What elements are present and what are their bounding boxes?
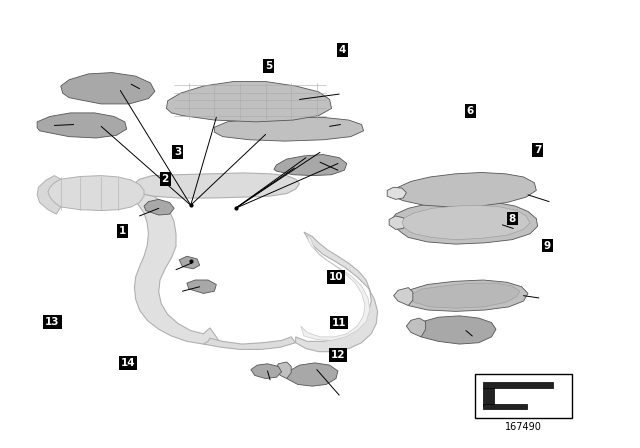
Polygon shape [402,280,528,311]
Text: 6: 6 [467,106,474,116]
Polygon shape [144,199,174,215]
Bar [475,374,572,418]
Polygon shape [166,82,332,122]
Polygon shape [37,176,61,214]
Polygon shape [394,172,536,207]
Text: 8: 8 [508,214,516,224]
Text: 4: 4 [339,45,346,55]
Text: 14: 14 [121,358,135,368]
Polygon shape [408,283,520,308]
Polygon shape [128,194,221,344]
Polygon shape [483,382,553,388]
Polygon shape [134,173,300,198]
Polygon shape [301,234,370,340]
Text: 7: 7 [534,145,541,155]
Text: 2: 2 [161,174,169,184]
Text: 13: 13 [45,317,60,327]
Text: 5: 5 [265,61,273,71]
Polygon shape [483,404,527,409]
Text: 11: 11 [332,318,346,327]
Polygon shape [392,201,538,244]
Polygon shape [406,318,426,337]
Polygon shape [274,155,347,176]
Polygon shape [214,117,364,141]
Polygon shape [416,316,496,344]
Polygon shape [37,113,127,138]
Polygon shape [61,73,155,104]
Polygon shape [287,363,338,386]
Polygon shape [402,205,530,240]
Polygon shape [296,232,378,352]
Text: 3: 3 [174,147,182,157]
Polygon shape [483,388,494,406]
Polygon shape [275,362,291,379]
Polygon shape [187,280,216,293]
Polygon shape [179,256,200,269]
Text: 1: 1 [119,226,127,236]
Text: 167490: 167490 [505,422,542,432]
Polygon shape [387,187,406,199]
Polygon shape [40,176,144,211]
Polygon shape [389,216,406,229]
Polygon shape [394,288,413,306]
Text: 10: 10 [329,272,343,282]
Text: 9: 9 [543,241,551,250]
Polygon shape [251,364,282,379]
Text: 12: 12 [331,350,345,360]
Polygon shape [204,337,296,349]
